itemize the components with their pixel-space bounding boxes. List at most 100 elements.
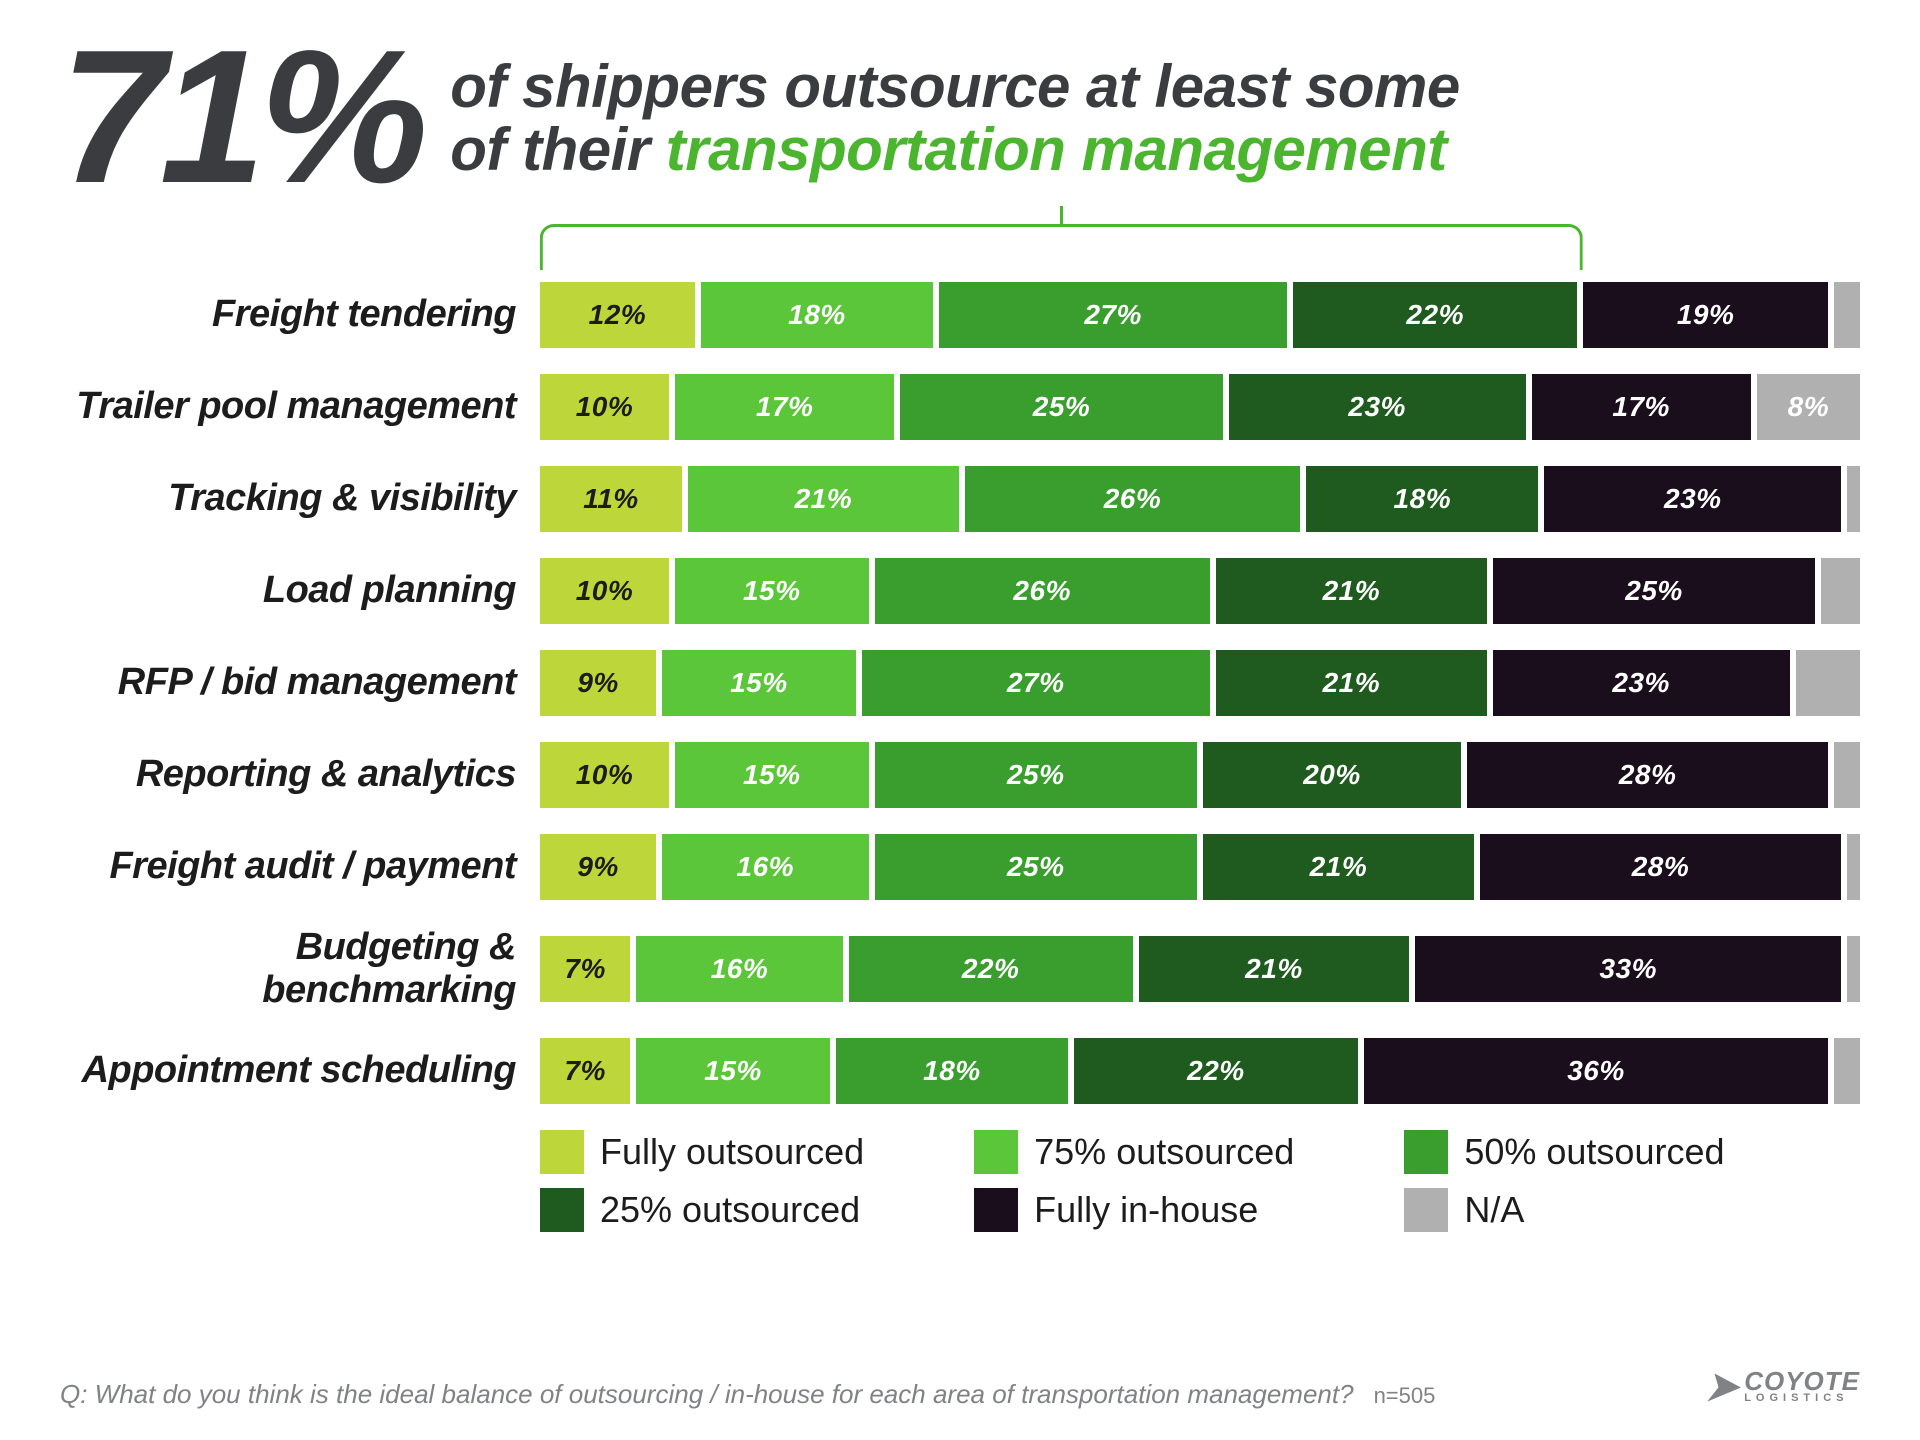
brand-logo: ➤ COYOTE LOGISTICS (1705, 1364, 1860, 1410)
legend-item-out75: 75% outsourced (974, 1130, 1294, 1174)
segment-out25: 21% (1216, 650, 1487, 716)
segment-out50: 27% (862, 650, 1210, 716)
segment-out25: 22% (1293, 282, 1577, 348)
legend-swatch (1404, 1188, 1448, 1232)
legend-label: 75% outsourced (1034, 1131, 1294, 1173)
segment-out50: 26% (965, 466, 1300, 532)
legend-label: 50% outsourced (1464, 1131, 1724, 1173)
bracket-line (540, 224, 1583, 270)
legend-label: Fully in-house (1034, 1189, 1258, 1231)
segment-out25: 21% (1216, 558, 1487, 624)
row-label: Tracking & visibility (60, 477, 540, 520)
headline-line1: of shippers outsource at least some (450, 53, 1459, 120)
stacked-bar: 10%15%25%20%28% (540, 742, 1860, 808)
headline-number: 71% (60, 40, 422, 196)
segment-fully_out: 7% (540, 936, 630, 1002)
legend-label: Fully outsourced (600, 1131, 864, 1173)
row-label: Budgeting & benchmarking (60, 926, 540, 1012)
headline-line2-accent: transportation management (666, 116, 1447, 183)
segment-fully_out: 10% (540, 374, 669, 440)
segment-out75: 16% (636, 936, 842, 1002)
segment-out75: 18% (701, 282, 933, 348)
segment-out75: 16% (662, 834, 868, 900)
segment-out25: 23% (1229, 374, 1526, 440)
segment-out25: 18% (1306, 466, 1538, 532)
segment-out25: 20% (1203, 742, 1461, 808)
segment-out50: 26% (875, 558, 1210, 624)
segment-fully_out: 12% (540, 282, 695, 348)
legend-item-out50: 50% outsourced (1404, 1130, 1724, 1174)
segment-na (1834, 1038, 1860, 1104)
segment-na (1834, 282, 1860, 348)
stacked-bar: 11%21%26%18%23% (540, 466, 1860, 532)
segment-out75: 15% (675, 742, 869, 808)
legend-item-inhouse: Fully in-house (974, 1188, 1294, 1232)
legend-swatch (974, 1130, 1018, 1174)
stacked-bar: 10%17%25%23%17%8% (540, 374, 1860, 440)
segment-inhouse: 23% (1493, 650, 1790, 716)
row-label: Trailer pool management (60, 385, 540, 428)
chart-row: Freight audit / payment9%16%25%21%28% (60, 834, 1860, 900)
stacked-bar: 9%15%27%21%23% (540, 650, 1860, 716)
chart-row: Tracking & visibility11%21%26%18%23% (60, 466, 1860, 532)
segment-out50: 25% (875, 834, 1198, 900)
segment-out75: 15% (662, 650, 856, 716)
segment-inhouse: 28% (1467, 742, 1828, 808)
bracket-callout (60, 206, 1860, 276)
stacked-bar: 10%15%26%21%25% (540, 558, 1860, 624)
sample-size: n=505 (1374, 1383, 1436, 1409)
segment-out25: 22% (1074, 1038, 1358, 1104)
segment-na: 8% (1757, 374, 1860, 440)
segment-fully_out: 9% (540, 834, 656, 900)
segment-out25: 21% (1139, 936, 1410, 1002)
chart-row: RFP / bid management9%15%27%21%23% (60, 650, 1860, 716)
segment-inhouse: 36% (1364, 1038, 1828, 1104)
legend-label: N/A (1464, 1189, 1524, 1231)
segment-na (1847, 834, 1860, 900)
bracket-tick (1060, 206, 1063, 224)
segment-fully_out: 10% (540, 742, 669, 808)
survey-question: Q: What do you think is the ideal balanc… (60, 1379, 1354, 1410)
segment-na (1847, 466, 1860, 532)
row-label: Freight tendering (60, 293, 540, 336)
segment-inhouse: 25% (1493, 558, 1816, 624)
chart-row: Freight tendering12%18%27%22%19% (60, 282, 1860, 348)
segment-fully_out: 10% (540, 558, 669, 624)
segment-out75: 21% (688, 466, 959, 532)
legend-swatch (540, 1188, 584, 1232)
segment-na (1821, 558, 1860, 624)
segment-inhouse: 33% (1415, 936, 1841, 1002)
segment-inhouse: 23% (1544, 466, 1841, 532)
segment-fully_out: 11% (540, 466, 682, 532)
headline-text: of shippers outsource at least some of t… (450, 55, 1459, 181)
footer: Q: What do you think is the ideal balanc… (60, 1364, 1860, 1410)
segment-out50: 27% (939, 282, 1287, 348)
headline-line2-pre: of their (450, 116, 666, 183)
segment-inhouse: 17% (1532, 374, 1751, 440)
segment-inhouse: 28% (1480, 834, 1841, 900)
stacked-bar: 12%18%27%22%19% (540, 282, 1860, 348)
legend-swatch (1404, 1130, 1448, 1174)
segment-out75: 15% (675, 558, 869, 624)
segment-na (1847, 936, 1860, 1002)
logo-text-top: COYOTE (1744, 1370, 1860, 1393)
segment-out50: 25% (875, 742, 1198, 808)
logo-arrow-icon: ➤ (1705, 1364, 1737, 1410)
chart-row: Trailer pool management10%17%25%23%17%8% (60, 374, 1860, 440)
legend: Fully outsourced 75% outsourced 50% outsou… (540, 1130, 1725, 1232)
segment-fully_out: 7% (540, 1038, 630, 1104)
legend-label: 25% outsourced (600, 1189, 860, 1231)
chart-row: Appointment scheduling7%15%18%22%36% (60, 1038, 1860, 1104)
stacked-bar-chart: Freight tendering12%18%27%22%19%Trailer … (60, 282, 1860, 1104)
chart-row: Load planning10%15%26%21%25% (60, 558, 1860, 624)
legend-item-fully_out: Fully outsourced (540, 1130, 864, 1174)
stacked-bar: 9%16%25%21%28% (540, 834, 1860, 900)
legend-swatch (540, 1130, 584, 1174)
segment-out50: 18% (836, 1038, 1068, 1104)
logo-text-bot: LOGISTICS (1744, 1394, 1860, 1404)
chart-row: Budgeting & benchmarking7%16%22%21%33% (60, 926, 1860, 1012)
row-label: Reporting & analytics (60, 753, 540, 796)
legend-swatch (974, 1188, 1018, 1232)
segment-out25: 21% (1203, 834, 1474, 900)
legend-item-na: N/A (1404, 1188, 1724, 1232)
